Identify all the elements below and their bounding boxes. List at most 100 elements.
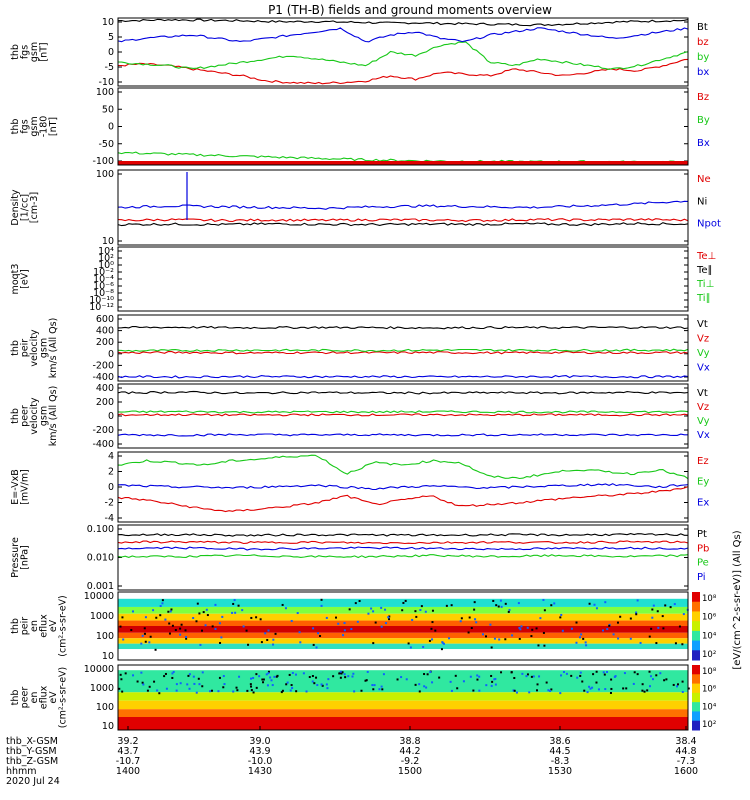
spectrogram-pixel [149,635,152,638]
spectrogram-pixel [218,622,221,625]
spectrogram-pixel [539,617,542,620]
spectrogram-pixel [575,621,578,624]
spectrogram-pixel [405,678,408,681]
spectrogram-pixel [494,677,497,680]
series-line [117,41,689,70]
spectrogram-pixel [629,617,632,620]
spectrogram-pixel [350,628,353,631]
spectrogram-pixel [682,613,685,616]
spectrogram-pixel [290,684,293,687]
spectrogram-band [118,643,688,650]
spectrogram-pixel [499,599,502,602]
spectrogram-pixel [490,684,493,687]
panel-ylabel: E=-VxB [10,469,21,504]
legend-entry: Ti∥ [696,293,711,304]
panel-3: Density[1/cc][cm-3] 100 10 Ne Ni Npot [10,169,721,247]
colorbar-segment [692,665,700,675]
spectrogram-pixel [152,609,155,612]
spectrogram-pixel [652,604,655,607]
spectrogram-pixel [291,671,294,674]
spectrogram-pixel [674,642,677,645]
spectrogram-pixel [605,671,608,674]
spectrogram-pixel [335,616,338,619]
spectrogram-pixel [492,599,495,602]
spectrogram-pixel [485,684,488,687]
spectrogram-pixel [639,641,642,644]
panel-ylabel: en [29,620,40,632]
spectrogram-pixel [517,602,520,605]
spectrogram-pixel [648,685,651,688]
spectrogram-pixel [291,686,294,689]
colorbar-segment [692,611,700,622]
series-line [117,390,689,395]
spectrogram-pixel [532,675,535,678]
spectrogram-pixel [513,689,516,692]
series-line [117,18,689,27]
spectrogram-pixel [672,683,675,686]
ytick-label: 400 [96,383,114,394]
spectrogram-pixel [118,687,121,690]
spectrogram-pixel [589,687,592,690]
legend-entry: Bz [697,92,709,103]
spectrogram-pixel [119,673,122,676]
spectrogram-pixel [231,611,234,614]
spectrogram-pixel [143,632,146,635]
panel-ylabel: peir [20,339,31,358]
series-line [117,218,689,223]
spectrogram-pixel [308,676,311,679]
panel-ylabel: eflux [39,614,50,638]
spectrogram-pixel [418,690,421,693]
spectrogram-pixel [560,674,563,677]
series-line [117,410,689,414]
panel-frame [117,664,689,731]
spectrogram-pixel [511,634,514,637]
spectrogram-pixel [651,608,654,611]
spectrogram-pixel [317,632,320,635]
spectrogram-pixel [622,687,625,690]
ytick-label: 0.100 [87,524,114,535]
spectrogram-pixel [193,682,196,685]
xaxis-value: 39.0 [249,736,270,747]
spectrogram-pixel [431,638,434,641]
spectrogram-pixel [246,689,249,692]
spectrogram-pixel [260,641,263,644]
spectrogram-pixel [198,612,201,615]
xaxis-value: 44.2 [399,746,420,757]
spectrogram-pixel [144,616,147,619]
panel-7: E=-VxB[mV/m] 4 2 0 -2 -4 Ez Ey Ex [10,451,709,524]
colorbar-tick: 10⁶ [702,613,717,623]
spectrogram-pixel [296,612,299,615]
spectrogram-pixel [141,681,144,684]
xaxis-value: -8.3 [551,756,570,767]
spectrogram-pixel [460,617,463,620]
spectrogram-pixel [500,671,503,674]
spectrogram-pixel [656,610,659,613]
ytick-label: -400 [92,372,114,383]
spectrogram-pixel [372,610,375,613]
spectrogram-pixel [442,642,445,645]
spectrogram-pixel [209,690,212,693]
spectrogram-pixel [325,683,328,686]
spectrogram-pixel [559,692,562,695]
spectrogram-pixel [629,637,632,640]
spectrogram-pixel [475,621,478,624]
ytick-label: 4 [108,451,114,462]
panel-ylabel: eV [48,691,59,704]
spectrogram-pixel [255,616,258,619]
spectrogram-pixel [441,641,444,644]
spectrogram-pixel [320,598,323,601]
spectrogram-pixel [591,686,594,689]
spectrogram-pixel [648,635,651,638]
ytick-label: 0.010 [87,553,114,564]
spectrogram-pixel [242,625,245,628]
legend-entry: Bt [697,22,708,33]
xaxis-value: 38.6 [549,736,570,747]
spectrogram-pixel [281,603,284,606]
spectrogram-pixel [343,629,346,632]
spectrogram-pixel [269,676,272,679]
ytick-label: -100 [92,156,114,167]
spectrogram-pixel [164,618,167,621]
legend-entry: Te∥ [696,265,713,276]
ytick-label: 50 [102,104,114,115]
panel-4: moqt3[eV] 10⁴10²10⁰10⁻²10⁻⁴10⁻⁶10⁻⁸10⁻¹⁰1… [10,246,716,313]
